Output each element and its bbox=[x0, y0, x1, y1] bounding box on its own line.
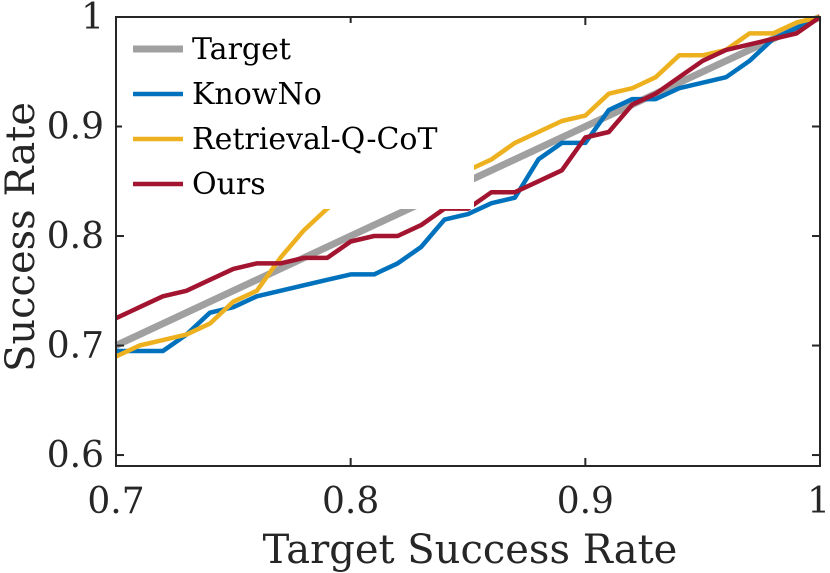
plot-frame bbox=[115, 16, 821, 467]
y-tick-label: 0.8 bbox=[47, 216, 104, 257]
legend-item-ours: Ours bbox=[133, 167, 266, 202]
legend-label: Ours bbox=[192, 167, 266, 202]
x-tick-label: 0.7 bbox=[87, 481, 144, 522]
legend-item-target: Target bbox=[133, 32, 291, 67]
x-tick-label: 0.8 bbox=[322, 481, 379, 522]
series-line-knowno bbox=[116, 14, 821, 354]
legend: Target KnowNo Retrieval-Q-CoT Ours bbox=[122, 23, 474, 209]
y-tick-label: 0.7 bbox=[47, 326, 104, 367]
y-axis-title: Success Rate bbox=[0, 102, 44, 372]
tick-marks bbox=[115, 16, 821, 466]
legend-label: Retrieval-Q-CoT bbox=[192, 122, 438, 157]
legend-box bbox=[122, 23, 474, 209]
legend-label: Target bbox=[192, 32, 291, 67]
y-tick-label: 0.9 bbox=[47, 107, 104, 148]
legend-label: KnowNo bbox=[192, 77, 322, 112]
y-tick-label: 0.6 bbox=[47, 435, 104, 476]
tick-labels: 0.7 0.8 0.9 1 0.6 0.7 0.8 0.9 1 bbox=[47, 0, 830, 522]
y-tick-label: 1 bbox=[81, 0, 104, 38]
legend-item-retrieval-q-cot: Retrieval-Q-CoT bbox=[133, 122, 438, 157]
legend-item-knowno: KnowNo bbox=[133, 77, 322, 112]
x-axis-title: Target Success Rate bbox=[263, 527, 678, 573]
x-tick-label: 0.9 bbox=[557, 481, 614, 522]
x-tick-label: 1 bbox=[807, 481, 830, 522]
legend-entries: Target KnowNo Retrieval-Q-CoT Ours bbox=[133, 32, 438, 202]
